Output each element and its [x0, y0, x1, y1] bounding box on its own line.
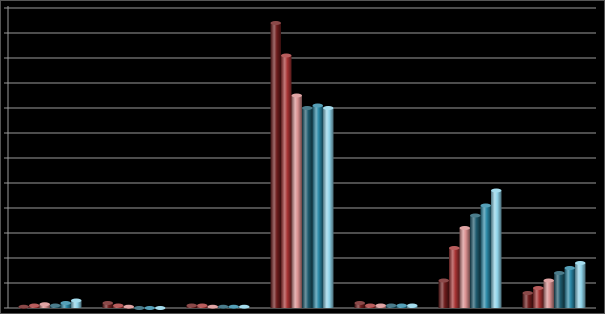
bar [71, 300, 82, 308]
bar-cap [449, 246, 460, 250]
bar-cap [491, 188, 502, 193]
bar-cap [554, 271, 565, 275]
bar-cap [480, 203, 491, 208]
bar [491, 190, 502, 308]
bar [60, 303, 71, 308]
bar [354, 303, 365, 308]
bar-cap [281, 53, 292, 58]
bar-cap [312, 103, 323, 108]
bar [323, 108, 334, 308]
bar-cap [470, 213, 481, 218]
bar [575, 263, 586, 308]
bar [470, 215, 481, 308]
bar-cap [396, 303, 407, 308]
bar-cap [438, 278, 449, 283]
bar-cap [207, 304, 218, 309]
bar [533, 288, 544, 308]
bar-cap [459, 226, 470, 230]
bar [302, 108, 313, 308]
bar-cap [18, 304, 29, 309]
bar-cap [60, 301, 71, 305]
bar-cap [323, 106, 334, 110]
bar-cap [291, 93, 302, 98]
bar [554, 273, 565, 308]
bar-cap [218, 304, 229, 309]
bar-cap [113, 303, 124, 308]
bar [449, 248, 460, 308]
bar-cap [354, 301, 365, 305]
bar [543, 280, 554, 308]
bar [270, 23, 281, 308]
bar-cap [71, 298, 82, 303]
bar [564, 268, 575, 308]
bar-cap [228, 304, 239, 309]
bar-cap [29, 303, 40, 308]
bar-cap [522, 291, 533, 295]
bar [312, 105, 323, 308]
bar-cap [302, 106, 313, 110]
bar-cap [533, 286, 544, 290]
bar-cap [386, 303, 397, 308]
bar-cap [102, 301, 113, 305]
bar-cap [155, 306, 166, 310]
bar [459, 228, 470, 308]
bar-cap [375, 303, 386, 308]
bar [480, 205, 491, 308]
bar-cap [564, 266, 575, 270]
bar-cap [407, 303, 418, 308]
bar-cap [134, 306, 145, 310]
bar-cap [186, 303, 197, 308]
bar [291, 95, 302, 308]
bar-cap [144, 306, 155, 310]
bar [102, 303, 113, 308]
bar-cap [50, 303, 61, 308]
bar-cap [197, 303, 208, 308]
bar-cap [39, 302, 50, 307]
bar [281, 55, 292, 308]
bar-cap [123, 304, 134, 309]
bar-cap [543, 278, 554, 283]
bar [522, 293, 533, 308]
bar-cap [365, 303, 376, 308]
bar [438, 280, 449, 308]
bar-cap [239, 304, 250, 309]
bar-cap [270, 21, 281, 25]
bar-cap [575, 261, 586, 265]
